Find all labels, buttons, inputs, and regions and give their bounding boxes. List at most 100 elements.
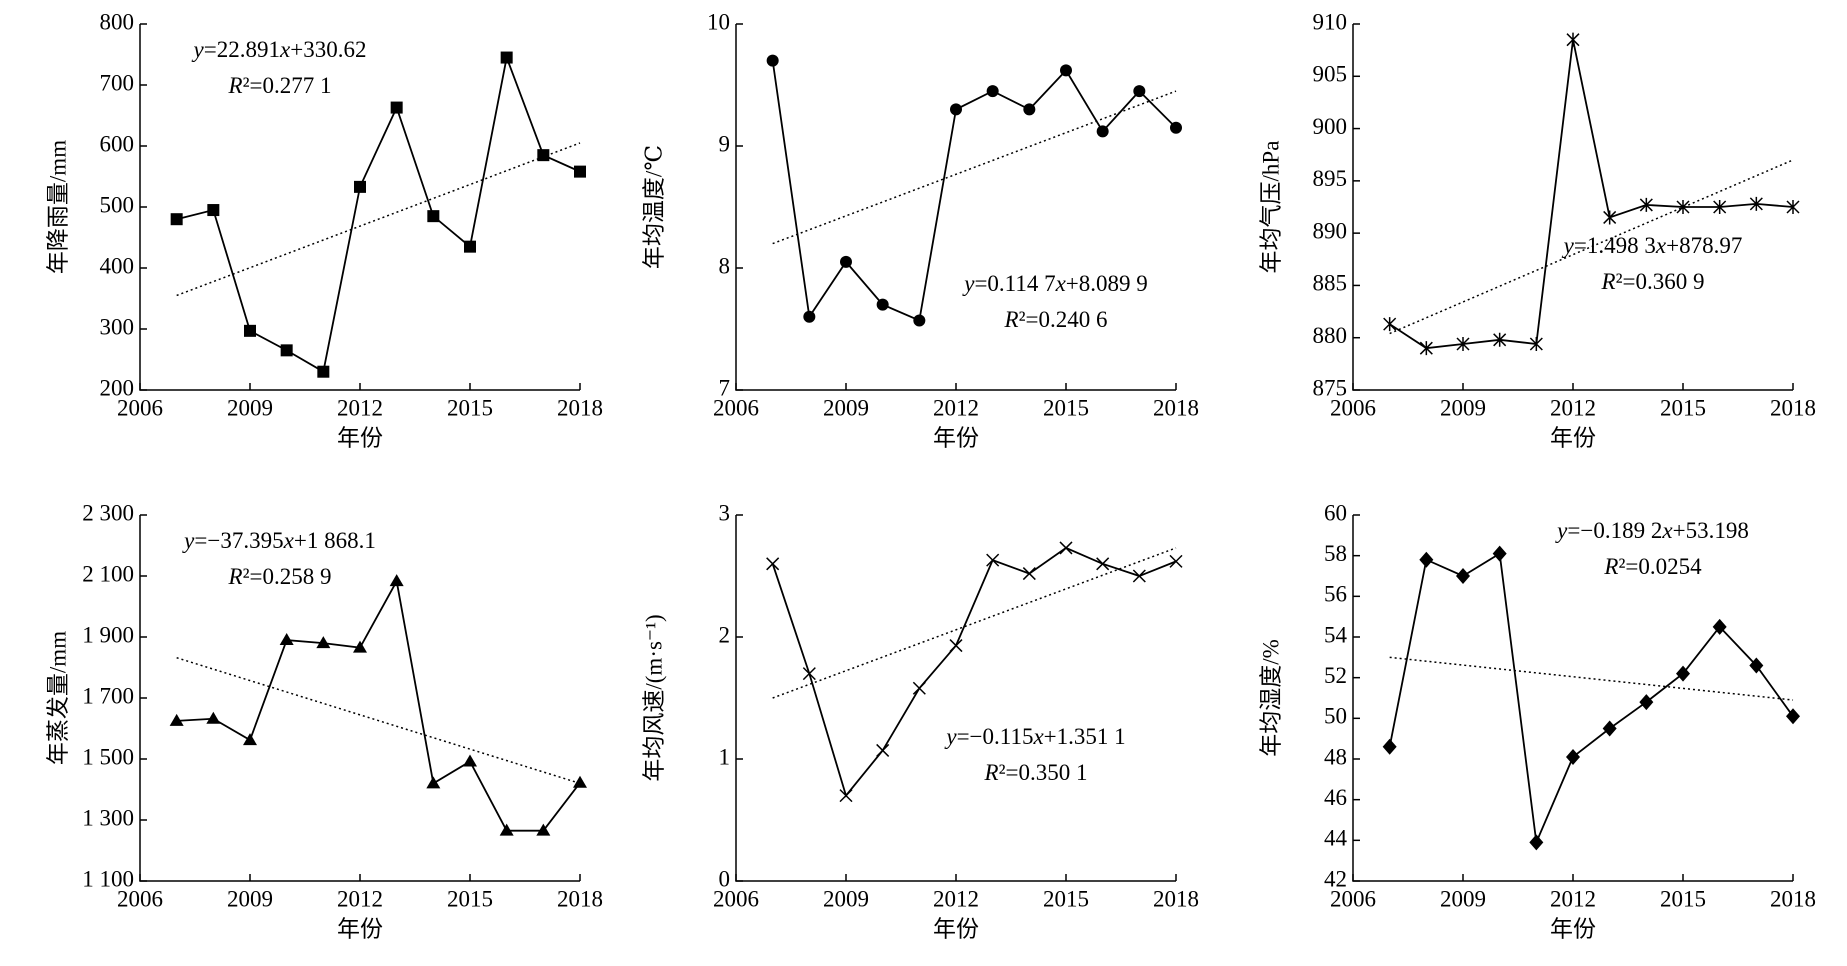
y-tick-label: 600 xyxy=(100,131,135,156)
panel: 1 100 1 300 1 500 1 700 1 900 2 100 2 300 2006 2… xyxy=(45,500,603,941)
y-tick-label: 1 900 xyxy=(82,622,134,647)
equation: y=0.114 7x+8.089 9 xyxy=(962,271,1148,296)
y-tick-label: 500 xyxy=(100,192,135,217)
data-line xyxy=(771,546,1177,798)
marker xyxy=(500,51,513,64)
marker xyxy=(1022,567,1036,581)
x-axis-label: 年份 xyxy=(1550,425,1596,450)
marker xyxy=(426,776,441,789)
axis xyxy=(735,515,1176,882)
y-tick-label: 905 xyxy=(1313,62,1348,87)
marker xyxy=(574,165,586,178)
y-tick-label: 885 xyxy=(1313,271,1348,296)
marker xyxy=(766,54,779,67)
y-tick-label: 900 xyxy=(1313,114,1348,139)
marker xyxy=(1419,341,1433,356)
marker xyxy=(1382,738,1397,755)
y-tick-label: 700 xyxy=(100,70,135,95)
x-tick-label: 2006 xyxy=(117,395,163,420)
marker xyxy=(354,180,366,193)
marker xyxy=(1456,336,1470,351)
x-tick-label: 2009 xyxy=(823,886,869,911)
panel: 0 1 2 3 2006 2009 2012 2015 2018 年份 年均风速/(m·s⁻¹) y=… xyxy=(641,500,1199,941)
y-tick-label: 42 xyxy=(1324,866,1347,891)
y-tick-label: 880 xyxy=(1313,323,1348,348)
y-axis-label: 年均气压/hPa xyxy=(1258,141,1283,274)
x-tick-label: 2009 xyxy=(227,886,273,911)
y-tick-label: 46 xyxy=(1324,785,1347,810)
marker xyxy=(243,733,257,746)
y-tick-label: 1 xyxy=(719,744,731,769)
marker xyxy=(1492,545,1507,562)
x-tick-label: 2009 xyxy=(823,395,869,420)
x-axis-label: 年份 xyxy=(337,425,383,450)
x-tick-label: 2006 xyxy=(117,886,163,911)
y-tick-label: 2 300 xyxy=(82,500,134,525)
y-tick-label: 50 xyxy=(1324,704,1347,729)
x-tick-label: 2012 xyxy=(933,395,979,420)
y-axis-label: 年均风速/(m·s⁻¹) xyxy=(641,614,666,781)
x-tick-label: 2018 xyxy=(1770,886,1816,911)
marker xyxy=(1170,121,1182,134)
marker xyxy=(986,85,999,98)
marker xyxy=(1603,210,1617,225)
marker xyxy=(536,823,551,836)
marker xyxy=(573,775,587,788)
x-tick-label: 2012 xyxy=(337,886,383,911)
y-tick-label: 1 300 xyxy=(82,805,134,830)
y-tick-label: 1 100 xyxy=(82,866,134,891)
marker xyxy=(766,557,780,571)
marker xyxy=(1529,834,1544,851)
x-axis-label: 年份 xyxy=(337,916,383,941)
axis xyxy=(139,515,580,882)
y-tick-label: 400 xyxy=(100,253,135,278)
y-tick-label: 9 xyxy=(719,131,731,156)
marker xyxy=(1639,694,1654,711)
y-tick-label: 0 xyxy=(719,866,731,891)
data-line xyxy=(1388,552,1794,846)
equation: y=−37.395x+1 868.1 xyxy=(182,528,376,553)
y-tick-label: 875 xyxy=(1313,375,1348,400)
panel: 42 44 46 48 50 52 54 56 58 60 2006 2009 2012 2015 2018… xyxy=(1258,500,1816,941)
equation: y=−0.115x+1.351 1 xyxy=(944,724,1125,749)
marker xyxy=(840,255,852,268)
marker xyxy=(170,213,183,226)
y-tick-label: 1 700 xyxy=(82,683,134,708)
marker xyxy=(1566,748,1580,765)
marker xyxy=(389,574,404,587)
trend-line xyxy=(772,90,1177,245)
marker xyxy=(463,754,477,767)
marker xyxy=(1132,569,1146,583)
marker xyxy=(1749,196,1763,211)
x-tick-label: 2018 xyxy=(557,395,603,420)
x-axis-label: 年份 xyxy=(933,916,979,941)
marker xyxy=(1566,32,1580,47)
marker xyxy=(206,711,221,724)
y-tick-label: 895 xyxy=(1313,166,1348,191)
data-line xyxy=(1389,39,1794,350)
y-tick-label: 1 500 xyxy=(82,744,134,769)
marker xyxy=(1713,200,1727,214)
marker xyxy=(316,636,331,649)
axis xyxy=(735,24,1176,391)
y-tick-label: 7 xyxy=(719,375,731,400)
marker xyxy=(950,103,962,116)
x-tick-label: 2009 xyxy=(227,395,273,420)
marker xyxy=(803,310,816,323)
x-tick-label: 2015 xyxy=(447,886,493,911)
marker xyxy=(1133,85,1146,98)
marker xyxy=(1786,200,1800,214)
marker xyxy=(464,240,476,253)
marker xyxy=(1059,541,1073,555)
panel: 200 300 400 500 600 700 800 2006 2009 2012 2015 201… xyxy=(45,9,603,450)
x-tick-label: 2015 xyxy=(1660,395,1706,420)
marker xyxy=(537,149,550,162)
x-tick-label: 2006 xyxy=(713,395,759,420)
axis xyxy=(1352,515,1793,882)
trend-line xyxy=(772,547,1177,699)
y-tick-label: 52 xyxy=(1324,663,1347,688)
x-tick-label: 2018 xyxy=(1153,395,1199,420)
marker xyxy=(949,639,963,653)
x-tick-label: 2015 xyxy=(447,395,493,420)
